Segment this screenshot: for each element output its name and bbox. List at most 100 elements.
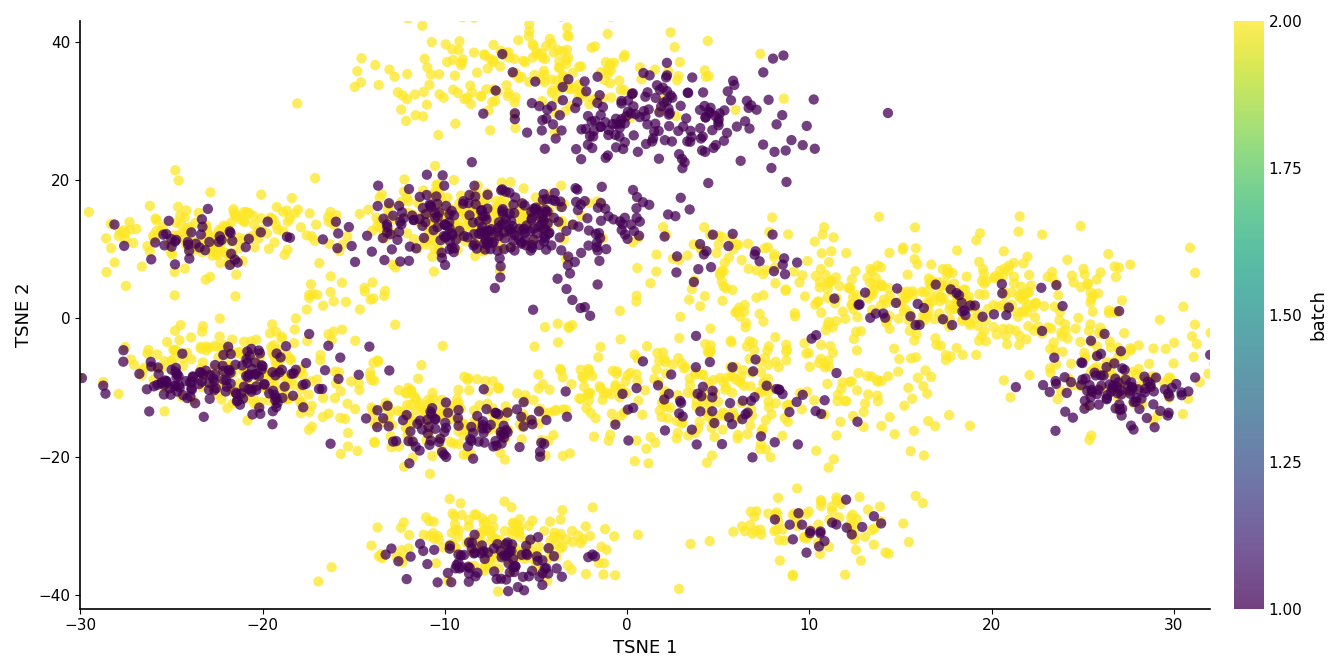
Point	[351, 53, 372, 64]
Point	[1047, 290, 1068, 300]
Point	[534, 526, 555, 536]
Point	[542, 87, 563, 98]
Point	[692, 382, 714, 392]
Point	[839, 519, 860, 530]
Point	[847, 417, 868, 427]
Point	[169, 382, 191, 393]
Point	[444, 210, 465, 220]
Point	[489, 534, 511, 545]
Point	[702, 386, 723, 396]
Point	[540, 38, 562, 49]
Point	[153, 229, 175, 240]
Point	[605, 419, 626, 430]
Point	[762, 53, 784, 64]
Point	[249, 371, 270, 382]
Point	[401, 386, 422, 396]
Point	[798, 347, 820, 358]
Point	[438, 209, 460, 220]
Point	[1109, 262, 1130, 273]
Point	[626, 353, 648, 364]
Point	[509, 442, 531, 452]
Point	[753, 378, 774, 389]
Point	[422, 450, 444, 461]
Point	[534, 77, 555, 87]
Point	[419, 398, 441, 409]
Point	[207, 250, 228, 261]
Point	[195, 345, 216, 355]
Point	[473, 241, 495, 252]
Point	[720, 370, 742, 381]
Point	[347, 446, 368, 456]
Point	[153, 382, 175, 393]
Point	[414, 206, 435, 217]
Point	[246, 368, 267, 379]
Point	[372, 413, 394, 423]
Point	[556, 22, 578, 33]
Point	[395, 116, 417, 126]
Point	[1160, 372, 1181, 383]
Point	[235, 354, 257, 365]
Point	[464, 405, 485, 416]
Point	[241, 336, 262, 347]
Point	[602, 366, 624, 376]
Point	[1122, 366, 1144, 377]
Point	[476, 423, 497, 433]
Point	[862, 304, 883, 315]
Point	[723, 526, 745, 537]
Point	[547, 319, 569, 329]
Point	[773, 50, 794, 61]
Point	[530, 199, 551, 210]
Point	[657, 103, 679, 114]
Point	[907, 318, 929, 329]
Point	[984, 271, 1005, 282]
Point	[555, 386, 577, 397]
Point	[824, 298, 845, 308]
Point	[491, 46, 512, 56]
Point	[531, 219, 552, 230]
Point	[671, 398, 692, 409]
Point	[179, 245, 200, 256]
Point	[234, 217, 255, 228]
Point	[353, 286, 375, 297]
Point	[375, 286, 396, 296]
Point	[589, 255, 610, 266]
Point	[298, 329, 320, 339]
Point	[261, 341, 282, 352]
Point	[538, 543, 559, 554]
Point	[453, 418, 474, 429]
Point	[191, 367, 212, 378]
Point	[818, 317, 840, 327]
Point	[1016, 307, 1038, 318]
Point	[952, 297, 973, 308]
Point	[492, 184, 513, 195]
Point	[487, 202, 508, 212]
Point	[1042, 267, 1063, 278]
Point	[540, 101, 562, 112]
Point	[896, 286, 918, 297]
Point	[734, 116, 755, 126]
Point	[688, 423, 710, 433]
Point	[348, 378, 370, 389]
Point	[605, 382, 626, 393]
Point	[478, 106, 500, 116]
Point	[422, 208, 444, 218]
Point	[172, 361, 194, 372]
Point	[251, 360, 273, 371]
Point	[595, 56, 617, 67]
Point	[241, 343, 262, 354]
Point	[499, 224, 520, 235]
Point	[391, 553, 413, 564]
Point	[1064, 323, 1086, 334]
Point	[470, 544, 492, 555]
Point	[1159, 392, 1180, 403]
Point	[378, 401, 399, 411]
Point	[532, 555, 554, 566]
Point	[477, 526, 499, 537]
Point	[751, 387, 773, 398]
Point	[202, 245, 223, 256]
Point	[1110, 389, 1132, 400]
Point	[495, 539, 516, 550]
Point	[841, 509, 863, 520]
Point	[903, 335, 925, 346]
Point	[202, 250, 223, 261]
